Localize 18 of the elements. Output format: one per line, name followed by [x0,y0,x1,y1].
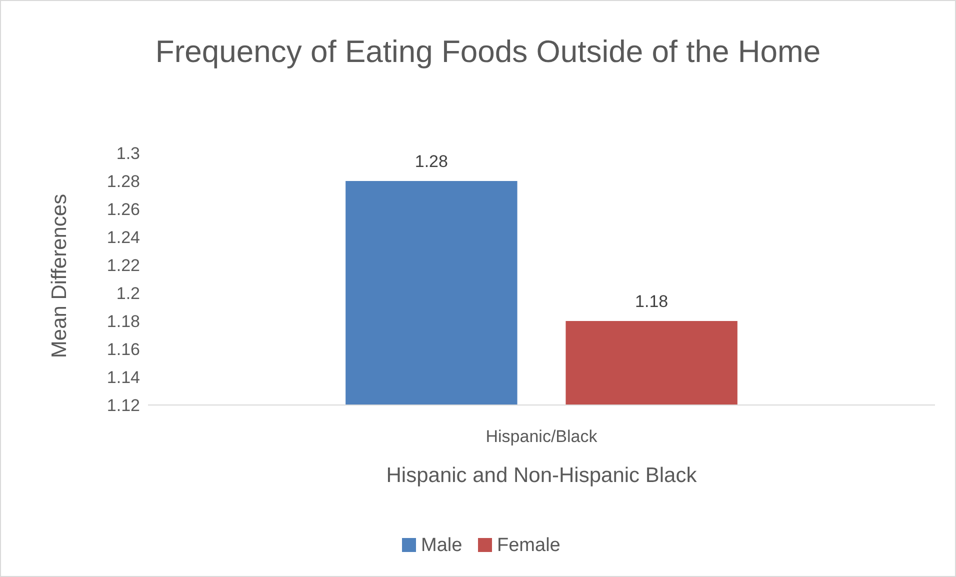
y-tick-label: 1.16 [106,340,140,359]
legend-label: Female [497,535,560,556]
data-label: 1.28 [414,152,448,171]
chart-title: Frequency of Eating Foods Outside of the Home [155,34,821,69]
x-axis-title: Hispanic and Non-Hispanic Black [386,464,698,487]
y-tick-label: 1.3 [116,144,140,163]
y-tick-label: 1.12 [106,396,140,415]
y-tick-label: 1.24 [106,228,140,247]
y-tick-label: 1.28 [106,172,140,191]
y-tick-label: 1.14 [106,368,140,387]
y-tick-label: 1.26 [106,200,140,219]
y-tick-label: 1.2 [116,284,140,303]
data-label: 1.18 [635,292,668,311]
x-tick-label: Hispanic/Black [486,427,598,446]
y-tick-label: 1.22 [106,256,140,275]
y-axis-title: Mean Differences [48,194,71,358]
y-tick-label: 1.18 [106,312,140,331]
legend-label: Male [421,535,462,556]
